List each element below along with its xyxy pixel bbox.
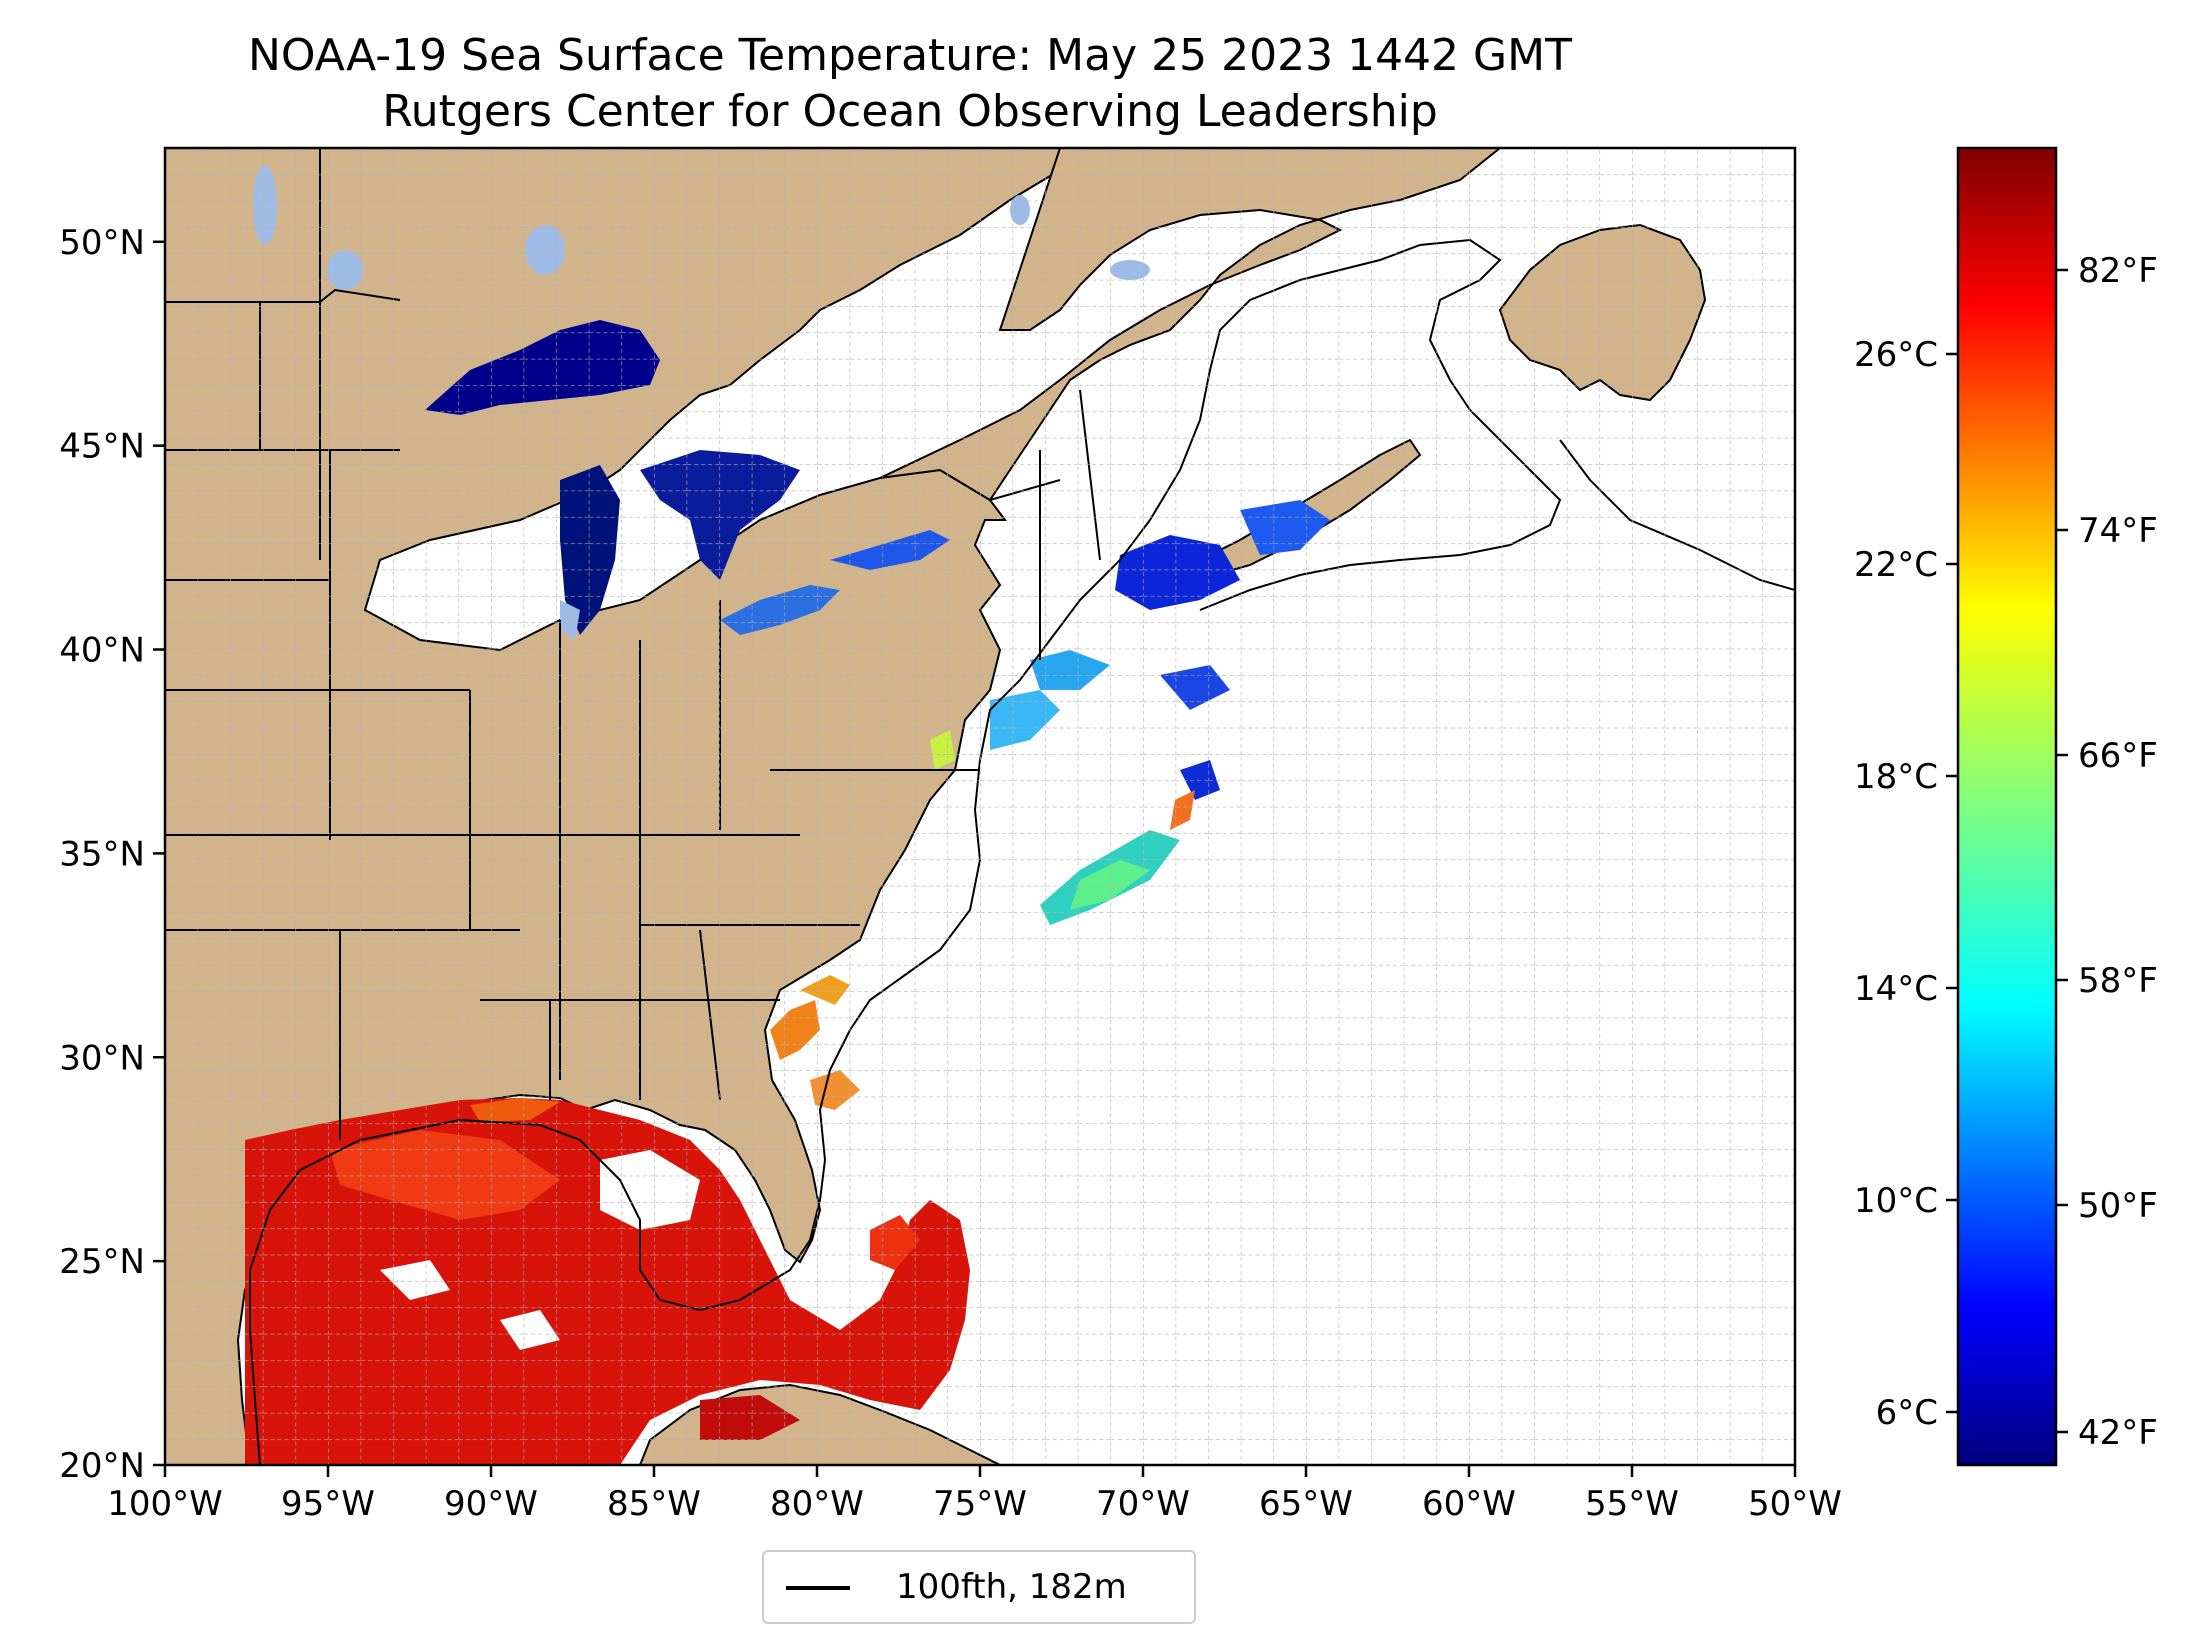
y-tick-label: 25°N [59, 1242, 145, 1282]
x-tick-label: 90°W [444, 1484, 538, 1524]
x-tick-label: 65°W [1259, 1484, 1353, 1524]
fahrenheit-tick-label: 42°F [2078, 1413, 2158, 1453]
fahrenheit-tick-label: 74°F [2078, 511, 2158, 551]
fahrenheit-tick-label: 82°F [2078, 251, 2158, 291]
colorbar-gradient [1956, 146, 2058, 1467]
celsius-tick-label: 22°C [1854, 545, 1938, 585]
celsius-tick-label: 6°C [1876, 1393, 1938, 1433]
y-tick-label: 50°N [59, 223, 145, 263]
y-tick-label: 45°N [59, 427, 145, 467]
x-tick-label: 60°W [1422, 1484, 1516, 1524]
fahrenheit-tick-label: 66°F [2078, 736, 2158, 776]
x-tick-label: 75°W [933, 1484, 1027, 1524]
celsius-tick-label: 18°C [1854, 757, 1938, 797]
x-tick-label: 100°W [107, 1484, 223, 1524]
celsius-tick-label: 26°C [1854, 335, 1938, 375]
y-tick-label: 35°N [59, 834, 145, 874]
x-tick-label: 85°W [607, 1484, 701, 1524]
celsius-tick-label: 14°C [1854, 969, 1938, 1009]
title-line-2: Rutgers Center for Ocean Observing Leade… [382, 86, 1438, 137]
colorbar-ticks: 6°C 10°C 14°C 18°C 22°C 26°C 42°F 50°F 58°F 66°F 7… [1854, 251, 2158, 1453]
fahrenheit-tick-label: 58°F [2078, 961, 2158, 1001]
y-tick-label: 20°N [59, 1446, 145, 1486]
map-axis-ticks: 100°W 95°W 90°W 85°W 80°W 75°W 70°W 65°W 60°W 55°… [59, 223, 1842, 1524]
x-tick-label: 70°W [1096, 1484, 1190, 1524]
legend-line-swatch [786, 1586, 850, 1590]
title-line-1: NOAA-19 Sea Surface Temperature: May 25 … [248, 30, 1572, 81]
y-tick-label: 40°N [59, 631, 145, 671]
x-tick-label: 95°W [281, 1484, 375, 1524]
chart-title: NOAA-19 Sea Surface Temperature: May 25 … [0, 28, 1820, 140]
celsius-tick-label: 10°C [1854, 1181, 1938, 1221]
fahrenheit-tick-label: 50°F [2078, 1186, 2158, 1226]
x-tick-label: 80°W [770, 1484, 864, 1524]
gridlines [165, 148, 1795, 1465]
x-tick-label: 55°W [1585, 1484, 1679, 1524]
legend-label: 100fth, 182m [896, 1567, 1127, 1607]
x-tick-label: 50°W [1748, 1484, 1842, 1524]
y-tick-label: 30°N [59, 1038, 145, 1078]
legend: 100fth, 182m [762, 1550, 1196, 1624]
